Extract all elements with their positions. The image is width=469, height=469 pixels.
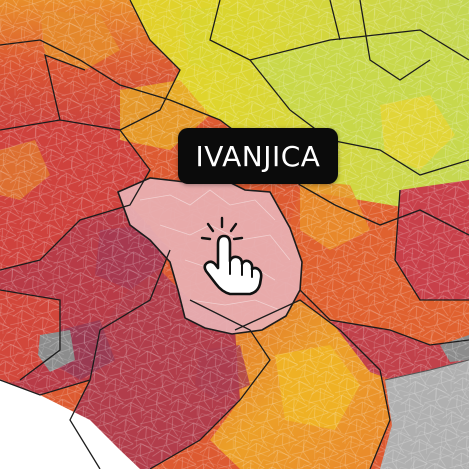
outside-border [384,359,469,381]
municipality-tooltip: IVANJICA [178,128,338,184]
ivanjica-municipality[interactable] [118,175,302,334]
hand-pointer-click-icon [200,216,263,296]
tooltip-label: IVANJICA [195,139,321,173]
